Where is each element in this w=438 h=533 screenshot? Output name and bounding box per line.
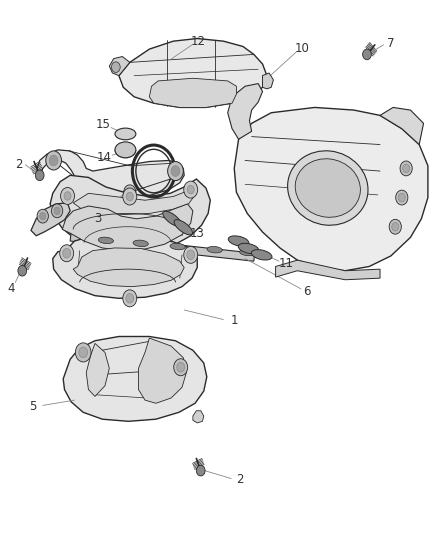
Ellipse shape (238, 243, 259, 254)
Circle shape (63, 248, 71, 258)
Circle shape (398, 193, 405, 202)
Circle shape (79, 347, 88, 358)
Polygon shape (228, 84, 262, 139)
Ellipse shape (115, 128, 136, 140)
Circle shape (40, 213, 46, 220)
Text: 4: 4 (7, 282, 15, 295)
Polygon shape (149, 78, 237, 108)
Polygon shape (31, 203, 70, 236)
Text: 14: 14 (97, 151, 112, 164)
Polygon shape (234, 108, 428, 271)
Polygon shape (73, 248, 184, 287)
Text: 10: 10 (295, 42, 310, 54)
Circle shape (184, 246, 198, 263)
Text: 5: 5 (29, 400, 36, 413)
Polygon shape (73, 190, 195, 215)
Circle shape (184, 181, 198, 198)
Ellipse shape (115, 142, 136, 158)
Ellipse shape (170, 243, 185, 250)
Circle shape (124, 185, 136, 200)
Circle shape (60, 188, 74, 205)
Polygon shape (53, 235, 197, 298)
Text: 12: 12 (191, 35, 205, 47)
Circle shape (177, 362, 185, 372)
Text: 13: 13 (190, 227, 205, 240)
Circle shape (46, 151, 61, 170)
Circle shape (60, 245, 74, 262)
Circle shape (64, 192, 71, 200)
Circle shape (392, 222, 399, 231)
Text: 7: 7 (387, 37, 394, 50)
Polygon shape (63, 336, 207, 421)
Ellipse shape (174, 220, 193, 235)
Circle shape (396, 190, 408, 205)
Text: 3: 3 (94, 212, 102, 225)
Ellipse shape (98, 237, 113, 244)
Circle shape (403, 164, 410, 173)
Text: 1: 1 (230, 314, 238, 327)
Ellipse shape (240, 249, 255, 256)
Circle shape (112, 62, 120, 72)
Polygon shape (119, 38, 267, 108)
Ellipse shape (207, 246, 222, 253)
Polygon shape (86, 343, 110, 397)
Ellipse shape (251, 249, 272, 260)
Circle shape (51, 204, 63, 217)
Circle shape (37, 209, 48, 223)
Polygon shape (380, 108, 424, 144)
Circle shape (123, 290, 137, 307)
Circle shape (187, 250, 194, 260)
Polygon shape (193, 411, 204, 423)
Circle shape (18, 265, 27, 276)
Circle shape (54, 207, 60, 215)
Circle shape (174, 359, 187, 376)
Polygon shape (276, 260, 380, 280)
Circle shape (126, 294, 134, 303)
Polygon shape (37, 150, 184, 198)
Circle shape (126, 192, 133, 201)
Text: 2: 2 (236, 473, 244, 486)
Polygon shape (138, 338, 186, 403)
Polygon shape (262, 73, 273, 89)
Text: 15: 15 (95, 118, 110, 131)
Ellipse shape (228, 236, 249, 246)
Polygon shape (62, 204, 193, 251)
Circle shape (35, 170, 44, 181)
Ellipse shape (163, 211, 181, 227)
Circle shape (196, 465, 205, 476)
Polygon shape (50, 175, 210, 252)
Polygon shape (70, 233, 254, 261)
Ellipse shape (295, 159, 360, 217)
Circle shape (171, 166, 180, 176)
Circle shape (49, 155, 58, 166)
Circle shape (389, 219, 401, 234)
Circle shape (187, 185, 194, 194)
Circle shape (400, 161, 412, 176)
Circle shape (363, 49, 371, 60)
Ellipse shape (133, 240, 148, 247)
Text: 6: 6 (303, 286, 311, 298)
Polygon shape (110, 56, 130, 76)
Ellipse shape (288, 151, 368, 225)
Circle shape (168, 161, 184, 181)
Text: 11: 11 (279, 257, 294, 270)
Circle shape (75, 343, 91, 362)
Circle shape (123, 188, 137, 205)
Text: 2: 2 (15, 158, 22, 171)
